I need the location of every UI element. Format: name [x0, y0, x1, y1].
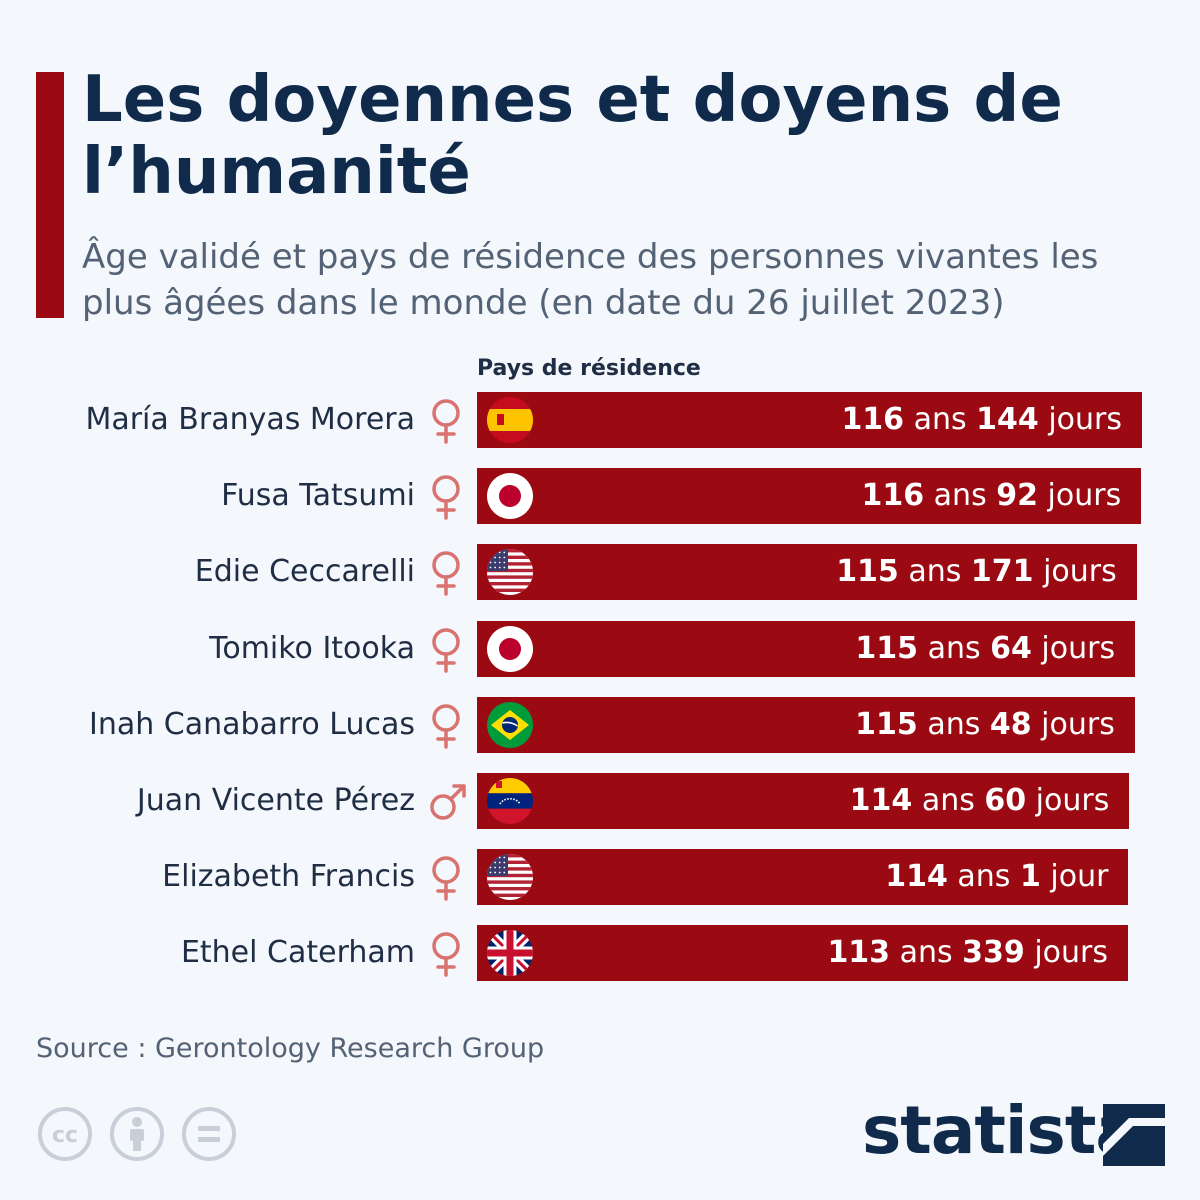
age-bar	[477, 849, 1129, 906]
attribution-icon	[110, 1107, 164, 1161]
usa-flag-icon	[487, 549, 533, 596]
female-symbol-icon	[432, 551, 460, 597]
person-name-label: Tomiko Itooka	[209, 630, 415, 666]
female-symbol-icon	[432, 704, 460, 749]
chart-title: Les doyennes et doyens de l’humanité	[82, 63, 1063, 209]
age-bar	[477, 620, 1136, 677]
no-derivatives-icon	[182, 1107, 236, 1161]
age-bar	[477, 696, 1135, 753]
source-note: Source : Gerontology Research Group	[36, 1033, 545, 1064]
title-accent-bar	[36, 72, 64, 318]
age-bar	[477, 468, 1142, 525]
bar-row: Tomiko Itooka 115 ans 64 jours	[0, 620, 1200, 677]
age-value-label: 114 ans 60 jours	[849, 783, 1110, 818]
bar-row: Juan Vicente Pérez 114 ans 60 jours	[0, 773, 1200, 829]
bar-row: Edie Ceccarelli 115 ans 171 jours	[0, 544, 1200, 601]
female-symbol-icon	[432, 399, 460, 444]
age-bar	[477, 544, 1137, 601]
svg-text:cc: cc	[52, 1123, 78, 1148]
female-symbol-icon	[432, 932, 460, 978]
age-value-label: 115 ans 48 jours	[855, 706, 1115, 742]
female-symbol-icon	[432, 475, 460, 520]
person-name-label: Edie Ceccarelli	[194, 554, 415, 590]
brazil-flag-icon	[487, 701, 533, 748]
cc-icon: cc	[38, 1107, 92, 1161]
usa-flag-icon	[487, 854, 533, 901]
bar-row: Inah Canabarro Lucas 115 ans 48 jours	[0, 696, 1200, 753]
bar-row: Fusa Tatsumi 116 ans 92 jours	[0, 468, 1200, 525]
age-value-label: 116 ans 92 jours	[861, 478, 1122, 514]
age-bar	[477, 925, 1128, 982]
age-bar	[477, 392, 1142, 448]
male-symbol-icon	[430, 784, 466, 820]
age-value-label: 115 ans 64 jours	[855, 630, 1116, 666]
venezuela-flag-icon	[487, 778, 533, 824]
person-name-label: Fusa Tatsumi	[221, 478, 415, 514]
female-symbol-icon	[432, 627, 460, 673]
bar-row: Ethel Caterham 113 ans 339 jours	[0, 925, 1200, 982]
person-name-label: Ethel Caterham	[180, 935, 415, 971]
uk-flag-icon	[487, 930, 533, 977]
person-name-label: Elizabeth Francis	[162, 859, 415, 895]
statista-logo: statista	[862, 1092, 1140, 1169]
bar-row: María Branyas Morera 116 ans 144 jours	[0, 392, 1200, 448]
female-symbol-icon	[432, 856, 460, 901]
bar-row: Elizabeth Francis 114 ans 1 jour	[0, 849, 1200, 906]
age-value-label: 114 ans 1 jour	[885, 859, 1109, 895]
japan-flag-icon	[487, 473, 533, 520]
spain-flag-icon	[487, 397, 533, 443]
age-bar	[477, 773, 1130, 829]
japan-flag-icon	[487, 625, 533, 672]
person-name-label: Inah Canabarro Lucas	[88, 706, 415, 742]
column-header: Pays de résidence	[477, 356, 701, 381]
statista-logo-mark-icon	[1103, 1104, 1165, 1166]
person-name-label: Juan Vicente Pérez	[136, 783, 415, 818]
age-value-label: 116 ans 144 jours	[841, 402, 1122, 437]
chart-subtitle: Âge validé et pays de résidence des pers…	[82, 237, 1099, 323]
age-value-label: 113 ans 339 jours	[827, 935, 1108, 971]
age-value-label: 115 ans 171 jours	[836, 554, 1117, 590]
person-name-label: María Branyas Morera	[85, 402, 415, 437]
